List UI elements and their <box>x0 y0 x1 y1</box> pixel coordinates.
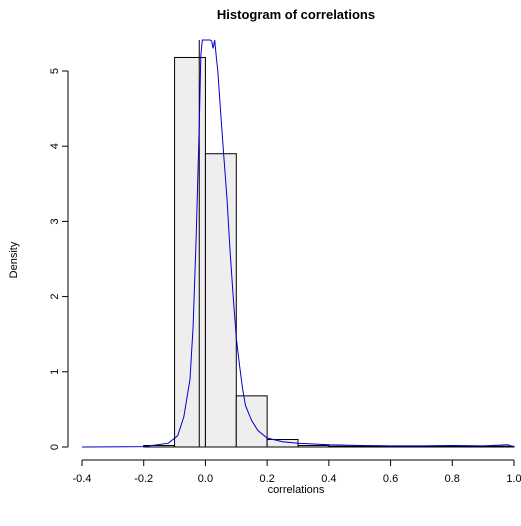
histogram-bar <box>328 445 361 448</box>
histogram-bar <box>174 56 206 448</box>
y-tick-label: 0 <box>49 444 61 450</box>
histogram-bar <box>297 444 330 448</box>
x-tick-label: 1.0 <box>506 473 521 485</box>
histogram-bar <box>359 445 392 448</box>
y-tick-label: 4 <box>49 143 61 149</box>
x-tick-label: 0.0 <box>198 473 213 485</box>
histogram-bar <box>482 445 515 448</box>
histogram-bars <box>143 56 515 448</box>
x-axis: -0.4 -0.2 0.0 0.2 0.4 0.6 0.8 1.0 <box>73 459 521 485</box>
x-tick-label: 0.8 <box>445 473 460 485</box>
x-tick-label: 0.2 <box>259 473 274 485</box>
x-axis-label: correlations <box>268 484 325 496</box>
histogram-bar <box>420 445 453 448</box>
x-tick-label: 0.6 <box>383 473 398 485</box>
chart-title: Histogram of correlations <box>217 7 375 22</box>
y-tick-label: 5 <box>49 68 61 74</box>
histogram-bar <box>451 445 484 448</box>
y-tick-label: 1 <box>49 369 61 375</box>
y-axis-label: Density <box>8 241 20 278</box>
y-axis: 0 1 2 3 4 5 <box>49 68 69 450</box>
x-tick-label: -0.2 <box>134 473 153 485</box>
histogram-bar <box>204 153 237 448</box>
y-tick-label: 2 <box>49 294 61 300</box>
y-tick-label: 3 <box>49 218 61 224</box>
x-tick-label: -0.4 <box>73 473 92 485</box>
x-tick-label: 0.4 <box>321 473 336 485</box>
density-curve <box>81 39 515 448</box>
